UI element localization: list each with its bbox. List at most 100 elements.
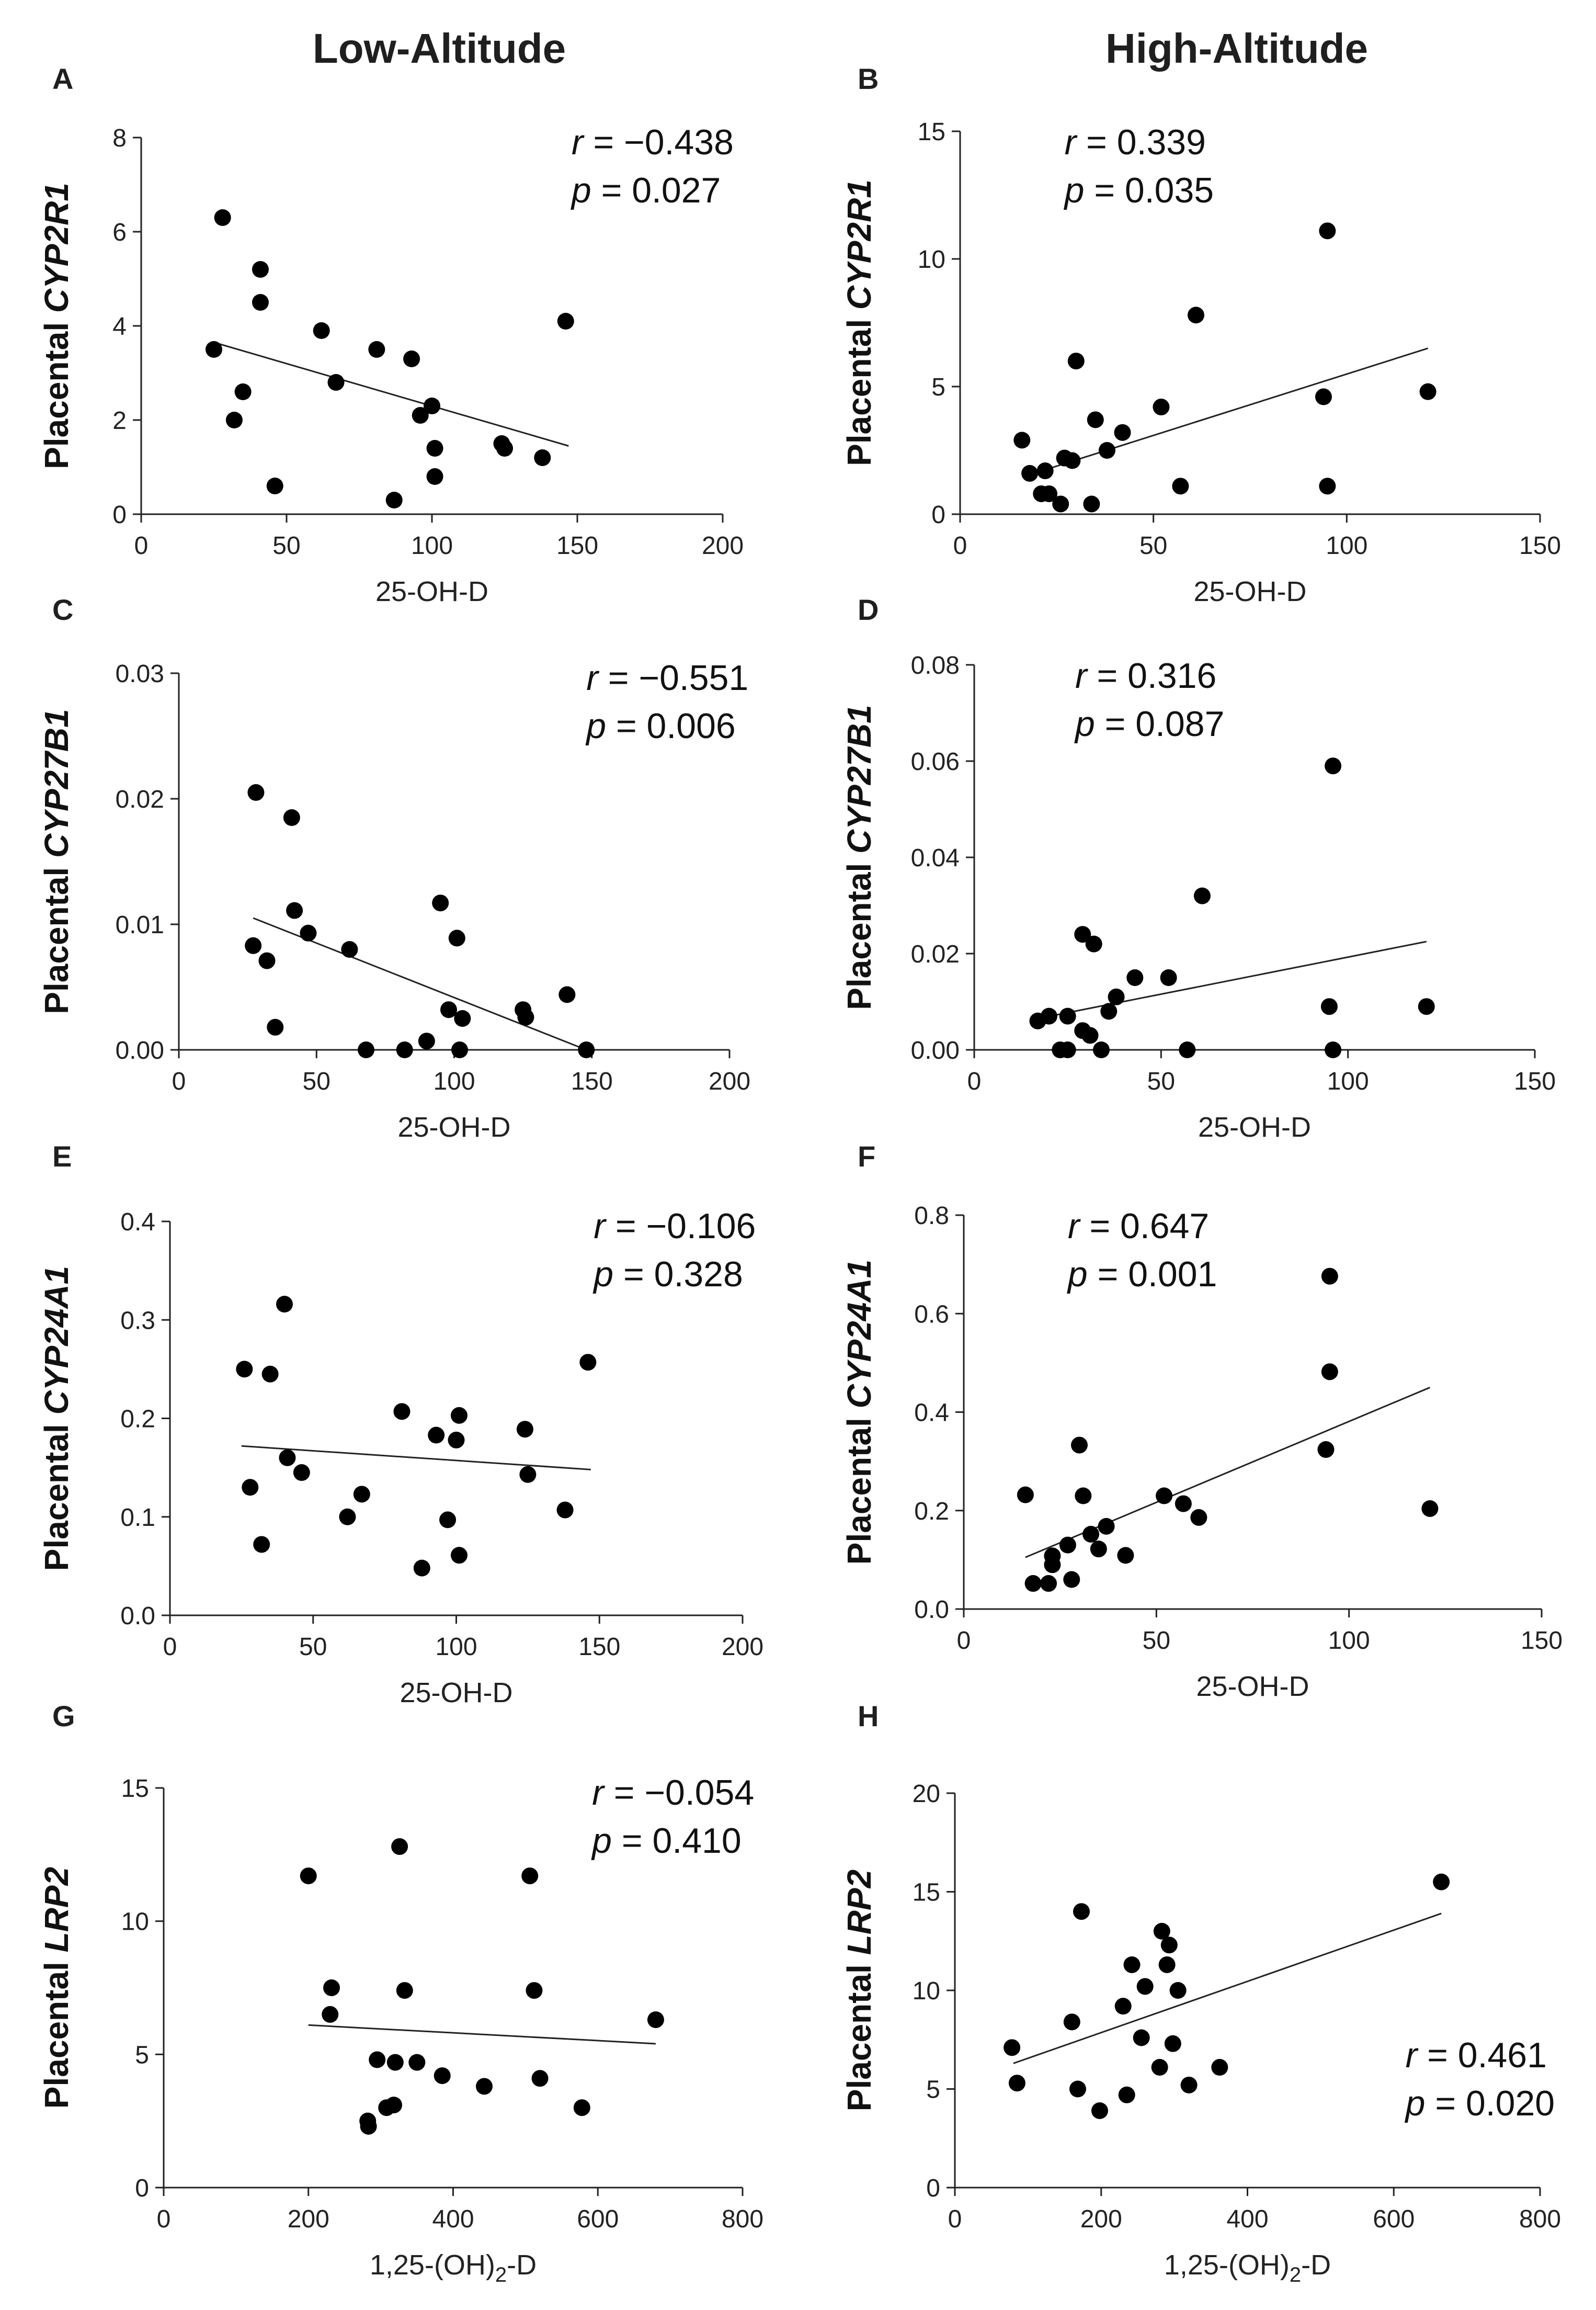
data-point-c <box>418 1033 435 1050</box>
y-axis-label-prefix: Placental <box>840 1955 878 2111</box>
y-axis-label-gene: CYP24A1 <box>840 1260 878 1409</box>
data-point-e <box>261 1365 279 1383</box>
data-point-e <box>428 1426 445 1444</box>
data-point-d <box>1059 1007 1076 1025</box>
x-tick-label-a: 50 <box>272 532 300 560</box>
panel-letter-b: B <box>858 62 879 95</box>
x-axis-label-subscript: 2 <box>1290 2263 1301 2286</box>
x-axis-label-h: 1,25-(OH)2-D <box>1164 2249 1331 2286</box>
y-axis-label-a: Placental CYP2R1 <box>38 183 75 469</box>
y-tick-label-g: 15 <box>121 1775 149 1803</box>
y-axis-label-prefix: Placental <box>840 310 878 466</box>
p-text: = 0.410 <box>612 1821 742 1861</box>
data-point-g <box>526 1982 543 1999</box>
data-point-h <box>1211 2059 1228 2076</box>
data-point-d <box>1160 969 1177 986</box>
panel-letter-f: F <box>858 1140 875 1173</box>
r-text: = −0.438 <box>584 122 734 162</box>
y-axis-label-prefix: Placental <box>38 1952 75 2109</box>
x-axis-label-text: 25-OH-D <box>400 1677 512 1708</box>
data-point-c <box>454 1010 471 1027</box>
y-axis-label-f: Placental CYP24A1 <box>840 1260 878 1565</box>
data-point-e <box>242 1479 259 1496</box>
y-tick-label-d: 0.00 <box>911 1037 960 1065</box>
data-point-c <box>245 937 262 954</box>
data-point-a <box>385 492 403 508</box>
data-point-f <box>1040 1575 1057 1592</box>
data-point-a <box>266 478 283 494</box>
y-tick-label-b: 5 <box>931 373 945 401</box>
r-value-g: r = −0.054 <box>592 1773 754 1813</box>
data-point-c <box>396 1041 413 1058</box>
data-point-f <box>1071 1436 1088 1454</box>
y-tick-label-b: 0 <box>931 501 945 529</box>
data-point-h <box>1069 2080 1086 2098</box>
y-axis-label-g: Placental LRP2 <box>38 1867 75 2109</box>
p-symbol: p <box>585 706 606 746</box>
data-point-f <box>1075 1487 1092 1504</box>
x-axis-label-suffix: -D <box>507 2249 537 2281</box>
y-tick-label-d: 0.08 <box>911 652 960 680</box>
p-symbol: p <box>1064 171 1085 210</box>
y-axis-label-b: Placental CYP2R1 <box>840 179 878 466</box>
panel-c: C 0.00 0.01 0.02 0.03 0 50 100 150 200 25-OH-D Plac… <box>38 593 750 1143</box>
data-point-g <box>531 2070 549 2087</box>
r-symbol: r <box>592 1773 605 1813</box>
y-tick-label-a: 8 <box>112 124 127 152</box>
p-text: = 0.027 <box>591 171 721 210</box>
y-tick-label-a: 2 <box>112 407 127 435</box>
data-point-a <box>225 412 243 428</box>
x-tick-label-h: 200 <box>1080 2205 1122 2233</box>
data-point-e <box>516 1421 533 1438</box>
p-value-e: p = 0.328 <box>592 1254 743 1294</box>
data-point-d <box>1179 1041 1196 1058</box>
p-value-b: p = 0.035 <box>1064 171 1214 210</box>
y-axis-label-c: Placental CYP27B1 <box>38 709 75 1014</box>
x-tick-label-c: 150 <box>571 1068 613 1095</box>
y-tick-label-c: 0.03 <box>116 660 164 688</box>
data-point-a <box>234 383 252 400</box>
data-point-e <box>293 1464 310 1481</box>
x-axis-label-text: 1,25-(OH) <box>1164 2249 1290 2281</box>
data-point-b <box>1098 442 1115 459</box>
data-point-h <box>1008 2075 1025 2092</box>
data-point-a <box>206 341 222 358</box>
x-axis-label-text: 25-OH-D <box>1193 576 1306 607</box>
panel-letter-c: C <box>52 593 73 626</box>
x-tick-label-b: 100 <box>1326 532 1367 560</box>
data-point-c <box>247 784 265 801</box>
panel-e: E 0.0 0.1 0.2 0.3 0.4 0 50 100 150 200 25-OH-D Place… <box>38 1140 763 1708</box>
x-tick-label-c: 0 <box>172 1068 186 1095</box>
x-tick-label-c: 50 <box>303 1068 330 1095</box>
data-point-g <box>360 2118 377 2135</box>
data-point-g <box>300 1867 317 1885</box>
regression-line-h <box>1013 1912 1442 2064</box>
data-point-d <box>1320 998 1338 1015</box>
data-point-e <box>450 1407 468 1424</box>
r-symbol: r <box>572 122 585 162</box>
y-axis-label-d: Placental CYP27B1 <box>840 705 878 1010</box>
data-point-a <box>252 261 269 278</box>
r-value-e: r = −0.106 <box>594 1206 756 1246</box>
x-tick-label-a: 200 <box>702 532 744 560</box>
regression-line-a <box>213 342 569 447</box>
data-point-g <box>386 2054 404 2071</box>
r-value-a: r = −0.438 <box>572 122 734 162</box>
data-point-h <box>1118 2086 1135 2103</box>
data-point-b <box>1036 462 1054 480</box>
data-point-g <box>573 2099 590 2116</box>
data-point-f <box>1017 1486 1034 1503</box>
y-tick-label-a: 4 <box>112 313 127 341</box>
y-axis-label-gene: LRP2 <box>840 1870 878 1955</box>
data-point-e <box>579 1354 597 1371</box>
data-point-b <box>1114 424 1131 441</box>
data-point-b <box>1087 411 1104 428</box>
y-axis-label-prefix: Placental <box>38 313 75 469</box>
x-axis-label-d: 25-OH-D <box>1198 1112 1311 1143</box>
r-symbol: r <box>594 1206 607 1246</box>
y-tick-label-a: 0 <box>112 501 127 529</box>
data-point-b <box>1083 495 1100 513</box>
panel-letter-g: G <box>52 1700 75 1732</box>
panel-letter-h: H <box>858 1700 879 1732</box>
